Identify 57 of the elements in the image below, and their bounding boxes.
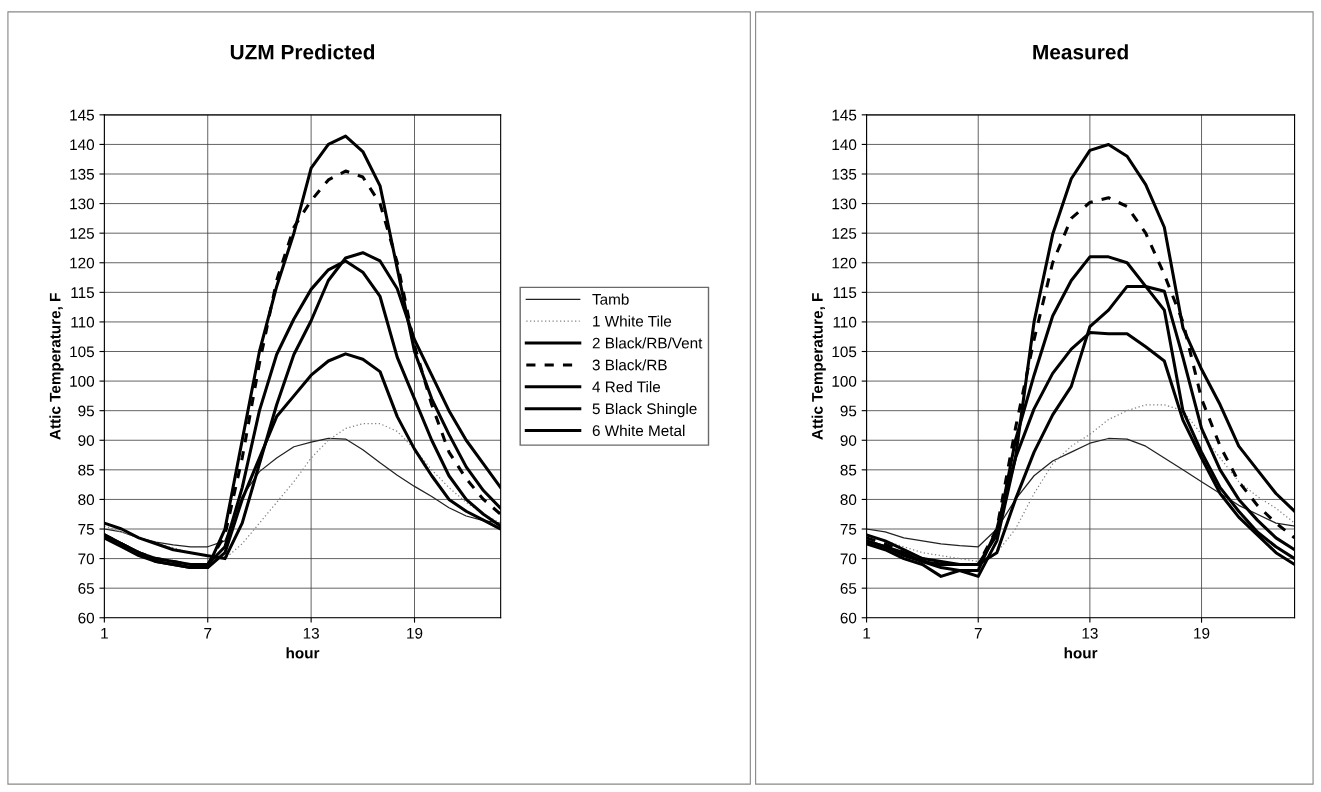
y-axis-title: Attic Temperature, F (49, 293, 64, 440)
y-tick-label: 105 (70, 346, 94, 358)
x-tick-label: 13 (1082, 627, 1098, 639)
y-tick-label: 65 (840, 583, 857, 594)
y-axis-title: Attic Temperature, F (811, 293, 826, 440)
y-tick-label: 110 (833, 316, 857, 328)
y-tick-label: 135 (832, 168, 857, 180)
x-tick-label: 1 (101, 628, 108, 639)
legend-label: 4 Red Tile (592, 381, 661, 393)
y-tick-label: 100 (70, 375, 95, 387)
y-tick-label: 115 (833, 287, 857, 299)
y-tick-label: 140 (832, 139, 857, 151)
x-axis-title: hour (286, 647, 320, 659)
y-tick-label: 75 (78, 524, 94, 535)
y-tick-label: 95 (78, 405, 94, 417)
y-tick-label: 70 (840, 553, 857, 565)
y-tick-label: 135 (70, 168, 94, 180)
x-axis-title: hour (1064, 647, 1098, 659)
y-tick-label: 75 (840, 524, 857, 535)
legend-label: 3 Black/RB (592, 359, 667, 371)
y-tick-label: 125 (832, 228, 857, 239)
y-tick-label: 130 (70, 198, 95, 210)
y-tick-label: 80 (78, 494, 95, 506)
y-tick-label: 105 (832, 346, 857, 358)
y-tick-label: 145 (70, 109, 94, 121)
x-tick-label: 7 (974, 628, 982, 639)
y-tick-label: 100 (832, 375, 857, 387)
legend-label: 5 Black Shingle (592, 402, 697, 418)
y-tick-label: 95 (840, 405, 857, 417)
x-tick-label: 19 (1194, 627, 1210, 639)
y-tick-label: 80 (840, 494, 857, 506)
x-tick-label: 19 (407, 627, 423, 639)
y-tick-label: 140 (70, 139, 95, 151)
y-tick-label: 70 (78, 553, 95, 565)
legend-label: 6 White Metal (592, 424, 685, 437)
y-tick-label: 85 (78, 464, 94, 476)
y-tick-label: 60 (840, 612, 857, 624)
y-tick-label: 115 (71, 287, 94, 299)
legend-label: 2 Black/RB/Vent (592, 337, 703, 349)
y-tick-label: 120 (70, 257, 95, 269)
y-tick-label: 130 (832, 198, 857, 210)
y-tick-label: 125 (70, 228, 94, 239)
x-tick-label: 13 (303, 627, 319, 639)
y-tick-label: 145 (832, 109, 857, 121)
y-tick-label: 60 (78, 612, 95, 624)
chart-title: Measured (1033, 44, 1128, 60)
x-tick-label: 1 (863, 628, 871, 639)
y-tick-label: 85 (840, 464, 857, 476)
legend-label: 1 White Tile (593, 315, 672, 327)
x-tick-label: 7 (204, 628, 212, 639)
chart-title: UZM Predicted (230, 44, 375, 60)
legend-label: Tamb (592, 293, 629, 305)
y-tick-label: 90 (840, 435, 857, 446)
y-tick-label: 65 (78, 583, 94, 594)
y-tick-label: 110 (71, 316, 95, 328)
y-tick-label: 120 (832, 257, 857, 269)
y-tick-label: 90 (78, 435, 95, 446)
